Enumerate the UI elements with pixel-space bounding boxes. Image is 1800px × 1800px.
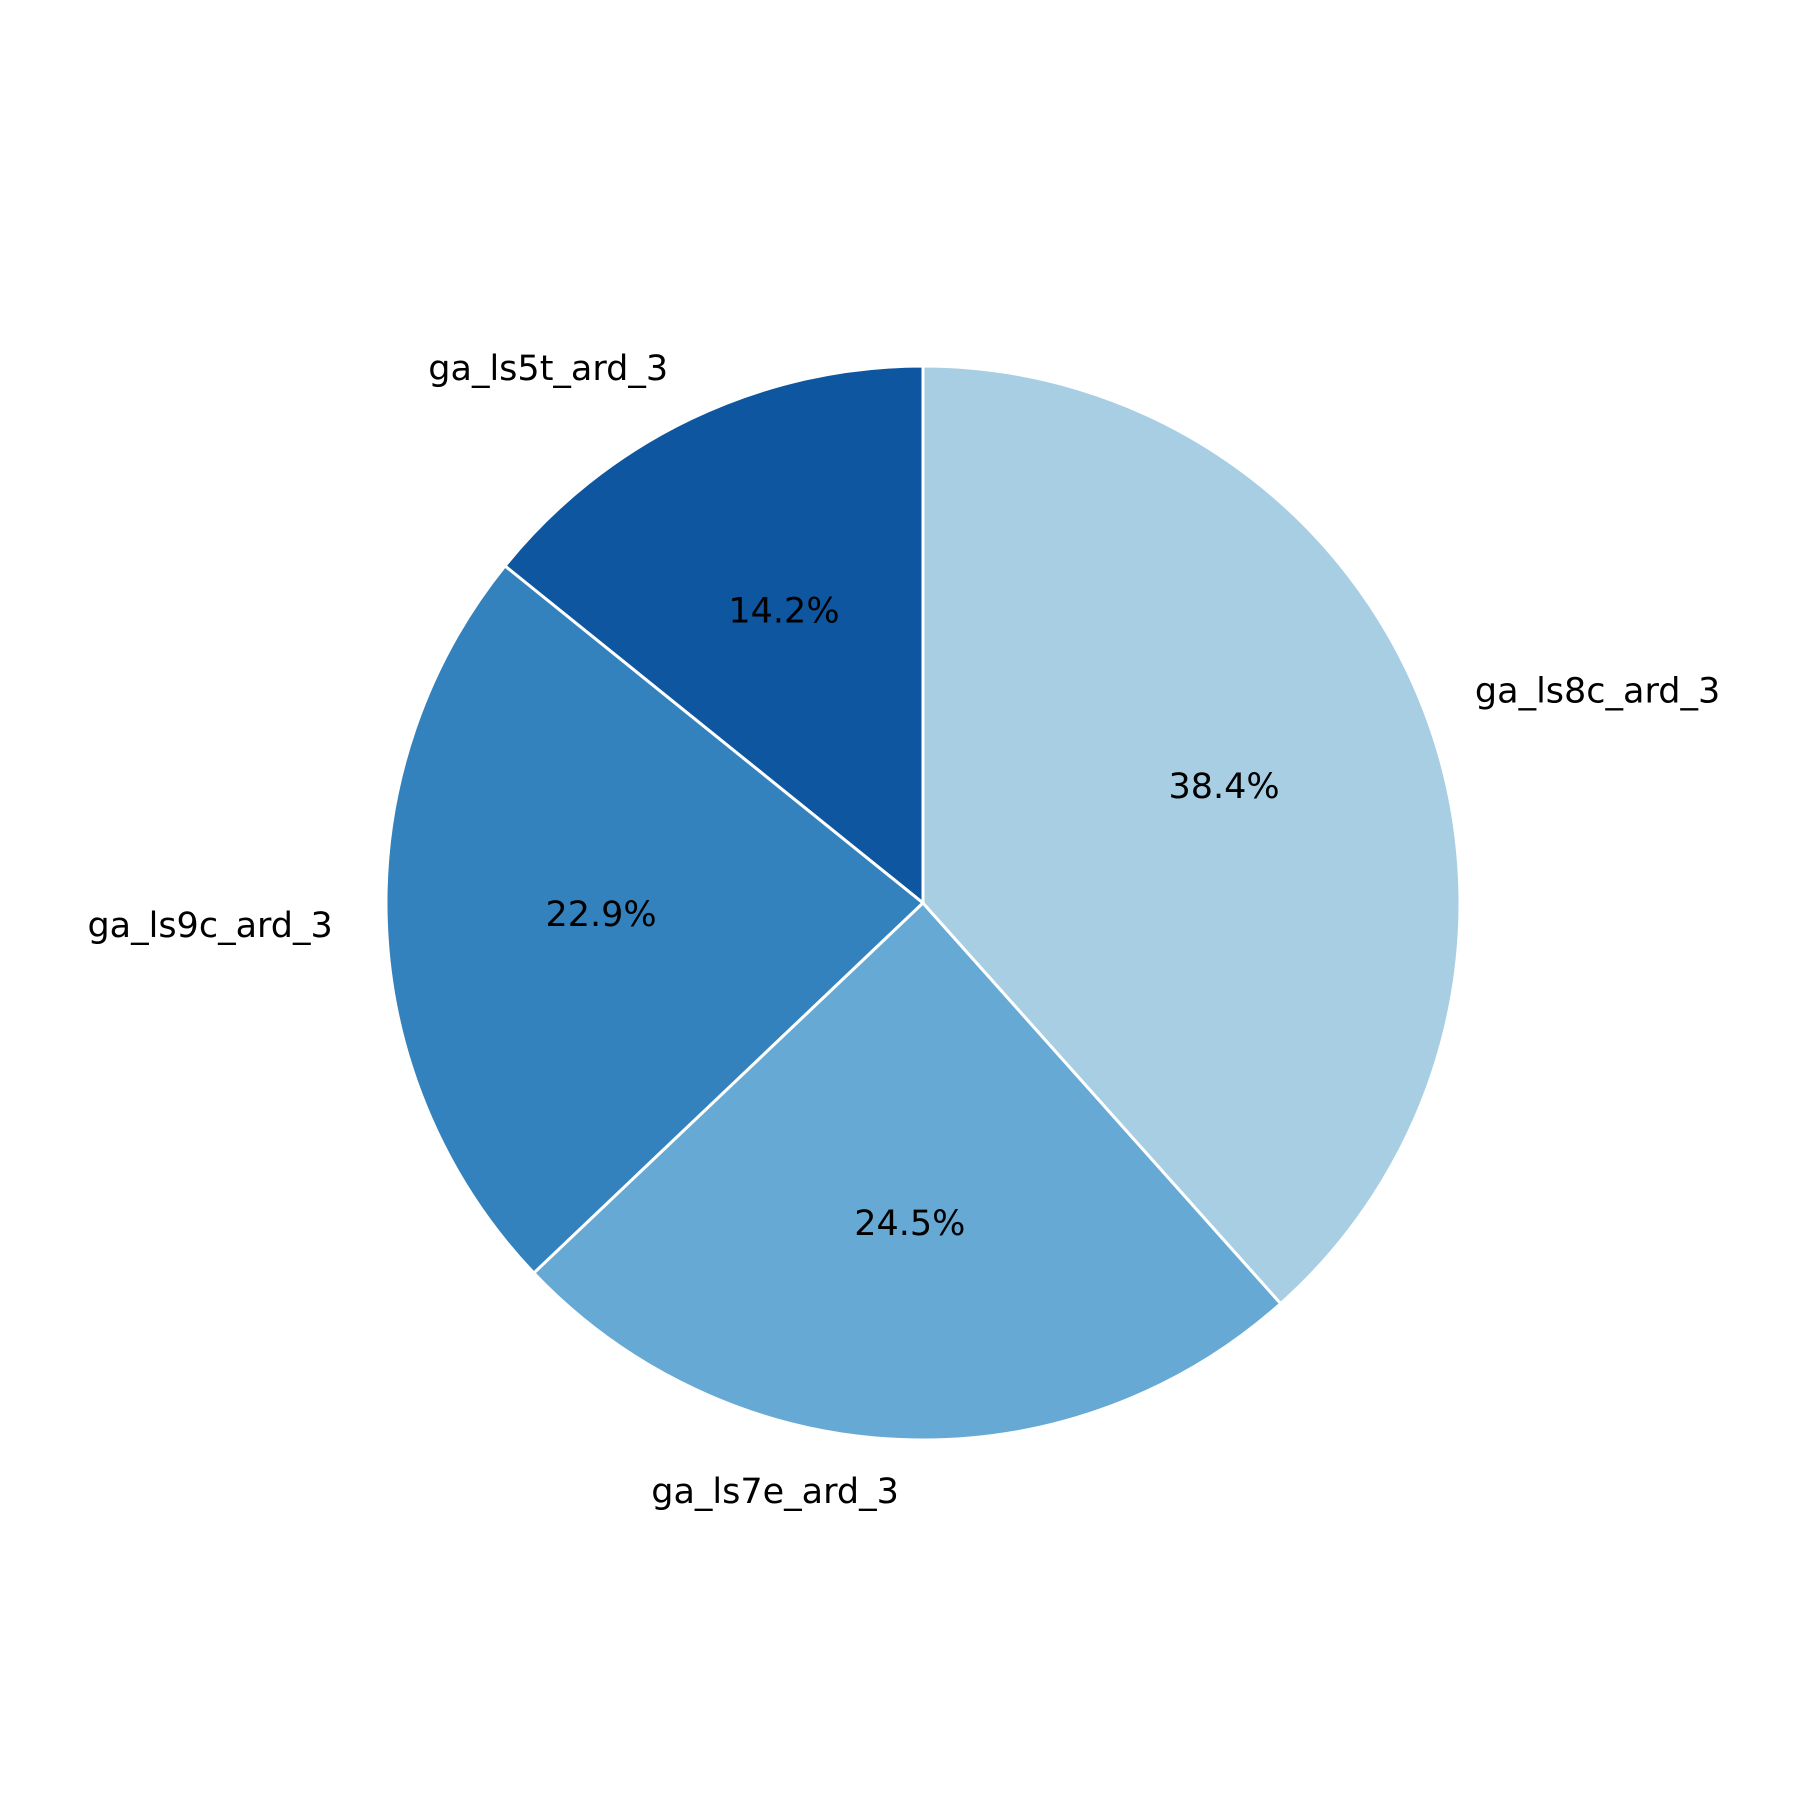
pie-slice <box>921 364 1462 1306</box>
pie-slice <box>384 563 926 1276</box>
slice-label: ga_ls5t_ard_3 <box>428 349 668 389</box>
percent-label: 14.2% <box>728 591 839 631</box>
percent-label: 38.4% <box>1168 767 1279 807</box>
percent-label: 24.5% <box>854 1204 965 1244</box>
slice-label: ga_ls7e_ard_3 <box>651 1472 899 1512</box>
pie-slice <box>502 364 925 907</box>
slice-label: ga_ls8c_ard_3 <box>1475 671 1720 711</box>
slice-label: ga_ls9c_ard_3 <box>87 906 332 946</box>
percent-label: 22.9% <box>545 895 656 935</box>
pie-slice <box>531 900 1283 1442</box>
